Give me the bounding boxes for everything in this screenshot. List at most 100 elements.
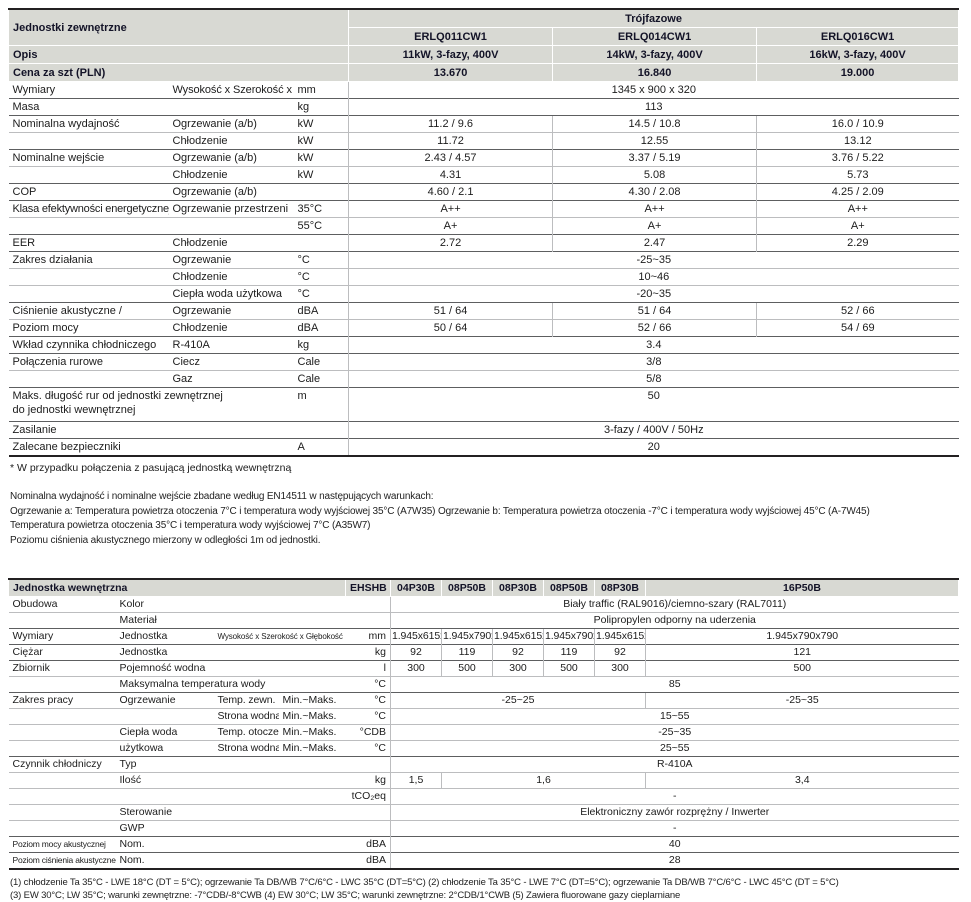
table-row: Materiał Polipropylen odporny na uderzeni… [8, 612, 959, 629]
table-cell: dBA [293, 302, 349, 320]
table-cell: °C [345, 692, 391, 709]
table-cell: A+ [552, 217, 757, 235]
table-cell: Poziom mocy [8, 319, 169, 337]
table-row: EER Chłodzenie 2.72 2.47 2.29 [8, 234, 959, 252]
table-cell: 4.25 / 2.09 [756, 183, 959, 201]
table-cell: Biały traffic (RAL9016)/ciemno-szary (RA… [390, 596, 959, 613]
table-cell: °CDB [345, 724, 391, 741]
table-cell: Czynnik chłodniczy [8, 756, 116, 773]
table-cell: 1,5 [390, 772, 442, 789]
table-cell: 92 [390, 644, 442, 661]
table-cell: mm [293, 81, 349, 99]
table-cell [8, 370, 169, 388]
table-cell: Zakres pracy [8, 692, 116, 709]
table-cell: 92 [594, 644, 646, 661]
table-cell: °C [293, 268, 349, 286]
table-cell: 500 [645, 660, 959, 677]
table-cell: kg [293, 336, 349, 354]
table-cell: 500 [543, 660, 595, 677]
table-cell: Ogrzewanie (a/b) [168, 115, 294, 133]
table-cell: kW [293, 149, 349, 167]
table-cell: 55°C [293, 217, 349, 235]
table-cell: Nom. [115, 836, 346, 853]
table-cell [8, 788, 116, 805]
table-row: GWP - [8, 820, 959, 837]
table-cell: 5/8 [348, 370, 959, 388]
table-cell: Ogrzewanie przestrzeni [168, 200, 294, 218]
table-cell [345, 756, 391, 773]
table-cell: Chłodzenie [168, 132, 294, 150]
table-cell: GWP [115, 820, 346, 837]
table-cell [8, 166, 169, 184]
table-cell: 3.37 / 5.19 [552, 149, 757, 167]
table-cell: 50 / 64 [348, 319, 553, 337]
table-cell: 16P50B [645, 578, 959, 597]
table-cell: Jednostki zewnętrzne [7, 8, 350, 46]
table-cell [8, 285, 169, 303]
table-cell: Strona wodna [213, 708, 279, 725]
table-cell [115, 708, 214, 725]
table-row: Ilość kg 1,5 1,6 3,4 [8, 772, 959, 789]
table-row: Nominalne wejście Ogrzewanie (a/b) kW 2.43 … [8, 149, 959, 167]
table-cell: Wysokość x Szerokość x Głębokość [213, 628, 346, 645]
table-cell: 13.670 [348, 63, 554, 82]
table-row: Chłodzenie kW 4.31 5.08 5.73 [8, 166, 959, 184]
table-cell: Chłodzenie [168, 234, 349, 252]
table-cell: -25~35 [348, 251, 959, 269]
table-cell: 1.945x615x595 [390, 628, 442, 645]
table-row: Sterowanie Elektroniczny zawór rozprężny … [8, 804, 959, 821]
table-cell [8, 772, 116, 789]
table-row: 55°C A+ A+ A+ [8, 217, 959, 235]
table-row: Połączenia rurowe Ciecz Cale 3/8 [8, 353, 959, 371]
table-cell: Min.~Maks. [278, 692, 346, 709]
table-cell: Ogrzewanie [168, 302, 294, 320]
table-cell: A [293, 438, 349, 456]
table-cell: dBA [345, 852, 391, 869]
table-row: Zakres działania Ogrzewanie °C -25~35 [8, 251, 959, 269]
table-cell [8, 676, 116, 693]
table-row: użytkowa Strona wodna Min.~Maks. °C 25~55 [8, 740, 959, 757]
table-cell: Nominalna wydajność [8, 115, 169, 133]
table-cell: -25~35 [390, 724, 959, 741]
table-row: Zakres pracy Ogrzewanie Temp. zewn. Min.~Ma… [8, 692, 959, 709]
table-cell: COP [8, 183, 169, 201]
table-cell [8, 804, 116, 821]
table-cell: Zakres działania [8, 251, 169, 269]
table-cell: Cena za szt (PLN) [7, 63, 350, 82]
table-cell: 14kW, 3-fazy, 400V [552, 45, 758, 64]
table-cell: Poziom mocy akustycznej [8, 836, 116, 853]
table-cell: 15~55 [390, 708, 959, 725]
table-cell: 25~55 [390, 740, 959, 757]
table-cell: dBA [293, 319, 349, 337]
indoor-table-header: Jednostka wewnętrzna EHSHB 04P30B 08P50B 08P… [8, 578, 959, 597]
table-cell: Chłodzenie [168, 268, 294, 286]
table-cell: °C [345, 676, 391, 693]
table-cell: Jednostka [115, 628, 214, 645]
table-cell: 52 / 66 [552, 319, 757, 337]
table-row: Cena za szt (PLN) 13.670 16.840 19.000 [7, 63, 960, 82]
table-cell: Nominalne wejście [8, 149, 169, 167]
table-cell: - [390, 788, 959, 805]
table-row: COP Ogrzewanie (a/b) 4.60 / 2.1 4.30 / 2.08… [8, 183, 959, 201]
table-cell: A+ [348, 217, 553, 235]
table-cell [8, 820, 116, 837]
table-cell: 04P30B [390, 578, 442, 597]
table-row: Gaz Cale 5/8 [8, 370, 959, 388]
table-cell: 51 / 64 [348, 302, 553, 320]
table-cell: 11.72 [348, 132, 553, 150]
table-cell: Zasilanie [8, 421, 349, 439]
table-cell: 16.0 / 10.9 [756, 115, 959, 133]
table-row: Maksymalna temperatura wody °C 85 [8, 676, 959, 693]
table-cell: kg [293, 98, 349, 116]
table-cell: Materiał [115, 612, 346, 629]
table-cell: -25~35 [645, 692, 959, 709]
table-cell: Klasa efektywności energetycznej * [8, 200, 169, 218]
outdoor-table-footnote: * W przypadku połączenia z pasującą jedn… [10, 462, 292, 474]
table-cell: użytkowa [115, 740, 214, 757]
table-cell: 40 [390, 836, 959, 853]
table-cell: Obudowa [8, 596, 116, 613]
table-cell: kg [345, 644, 391, 661]
table-cell [345, 612, 391, 629]
table-cell: 14.5 / 10.8 [552, 115, 757, 133]
